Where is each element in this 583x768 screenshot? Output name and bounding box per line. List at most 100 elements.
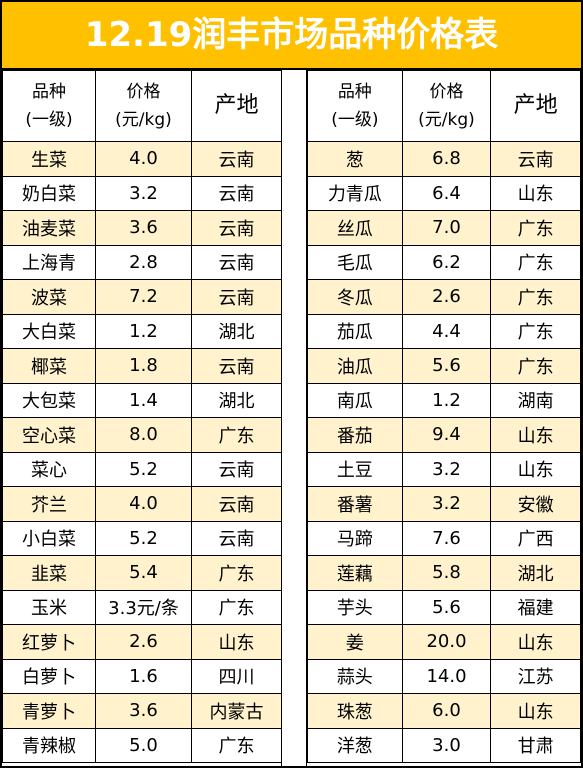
item-name-cell: 大包菜 [2,382,96,418]
header-price-line2: (元/kg) [115,110,172,130]
item-name-cell: 芋头 [307,589,403,625]
item-price-cell: 2.8 [95,244,192,280]
item-origin-cell: 山东 [490,624,581,660]
item-origin-cell: 山东 [191,624,282,660]
item-origin-cell: 云南 [191,210,282,246]
price-table-left: 品种 (一级) 价格 (元/kg) 产地 生菜 4.0 云南 奶白菜 3.2 云南 油麦菜 3… [2,70,282,763]
item-name-cell: 珠葱 [307,693,403,729]
header-row: 品种 (一级) 价格 (元/kg) 产地 [2,70,282,142]
item-name-cell: 莲藕 [307,555,403,591]
item-price-cell: 1.6 [95,658,192,694]
item-price-cell: 4.0 [95,141,192,177]
item-name-cell: 大白菜 [2,313,96,349]
item-origin-cell: 广西 [490,520,581,556]
item-origin-cell: 湖北 [191,313,282,349]
table-row: 青辣椒 5.0 广东 [2,727,282,763]
item-name-cell: 上海青 [2,244,96,280]
item-price-cell: 5.2 [95,451,192,487]
item-price-cell: 7.2 [95,279,192,315]
table-row: 空心菜 8.0 广东 [2,417,282,453]
item-price-cell: 3.2 [95,175,192,211]
table-row: 上海青 2.8 云南 [2,244,282,280]
item-price-cell: 5.4 [95,555,192,591]
item-name-cell: 土豆 [307,451,403,487]
table-row: 芥兰 4.0 云南 [2,486,282,522]
item-name-cell: 青萝卜 [2,693,96,729]
item-origin-cell: 云南 [191,175,282,211]
item-origin-cell: 山东 [490,175,581,211]
header-name-line2: (一级) [25,110,73,130]
sheet-title: 12.19润丰市场品种价格表 [2,2,581,70]
header-name: 品种 (一级) [2,70,96,142]
column-gap [281,70,307,766]
item-price-cell: 3.2 [401,486,492,522]
item-origin-cell: 广东 [191,589,282,625]
item-origin-cell: 云南 [191,279,282,315]
item-price-cell: 6.4 [401,175,492,211]
item-name-cell: 红萝卜 [2,624,96,660]
item-origin-cell: 湖南 [490,382,581,418]
table-row: 蒜头 14.0 江苏 [307,658,581,694]
item-name-cell: 玉米 [2,589,96,625]
table-row: 珠葱 6.0 山东 [307,693,581,729]
item-origin-cell: 江苏 [490,658,581,694]
table-row: 毛瓜 6.2 广东 [307,244,581,280]
item-origin-cell: 山东 [490,693,581,729]
table-row: 力青瓜 6.4 山东 [307,175,581,211]
item-origin-cell: 湖北 [191,382,282,418]
item-name-cell: 姜 [307,624,403,660]
item-name-cell: 韭菜 [2,555,96,591]
item-price-cell: 3.6 [95,693,192,729]
table-row: 小白菜 5.2 云南 [2,520,282,556]
item-name-cell: 马蹄 [307,520,403,556]
item-price-cell: 9.4 [401,417,492,453]
header-price-line1: 价格 [126,82,161,102]
table-row: 菜心 5.2 云南 [2,451,282,487]
header-name-line1: 品种 [32,82,66,102]
item-origin-cell: 四川 [191,658,282,694]
header-price-line1: 价格 [429,82,464,102]
item-price-cell: 1.4 [95,382,192,418]
item-name-cell: 南瓜 [307,382,403,418]
table-row: 丝瓜 7.0 广东 [307,210,581,246]
header-price: 价格 (元/kg) [95,70,192,142]
table-row: 番薯 3.2 安徽 [307,486,581,522]
table-row: 冬瓜 2.6 广东 [307,279,581,315]
item-name-cell: 洋葱 [307,727,403,763]
item-price-cell: 14.0 [401,658,492,694]
item-name-cell: 冬瓜 [307,279,403,315]
item-name-cell: 芥兰 [2,486,96,522]
header-row: 品种 (一级) 价格 (元/kg) 产地 [307,70,581,142]
left-table-body: 生菜 4.0 云南 奶白菜 3.2 云南 油麦菜 3.6 云南 上海青 2.8 云南 波菜 7.2 云南 大白… [2,141,282,763]
table-row: 姜 20.0 山东 [307,624,581,660]
item-origin-cell: 广东 [490,279,581,315]
item-price-cell: 8.0 [95,417,192,453]
item-name-cell: 蒜头 [307,658,403,694]
table-row: 番茄 9.4 山东 [307,417,581,453]
item-price-cell: 3.2 [401,451,492,487]
item-name-cell: 波菜 [2,279,96,315]
item-origin-cell: 云南 [490,141,581,177]
table-row: 玉米 3.3元/条 广东 [2,589,282,625]
item-name-cell: 力青瓜 [307,175,403,211]
item-origin-cell: 安徽 [490,486,581,522]
item-name-cell: 菜心 [2,451,96,487]
table-row: 白萝卜 1.6 四川 [2,658,282,694]
item-origin-cell: 山东 [490,451,581,487]
header-origin: 产地 [191,70,282,142]
item-price-cell: 3.6 [95,210,192,246]
tables-area: 品种 (一级) 价格 (元/kg) 产地 生菜 4.0 云南 奶白菜 3.2 云南 油麦菜 3… [2,70,581,766]
item-origin-cell: 福建 [490,589,581,625]
header-price-line2: (元/kg) [418,110,475,130]
item-name-cell: 小白菜 [2,520,96,556]
table-row: 洋葱 3.0 甘肃 [307,727,581,763]
item-origin-cell: 山东 [490,417,581,453]
item-name-cell: 椰菜 [2,348,96,384]
item-price-cell: 20.0 [401,624,492,660]
item-origin-cell: 湖北 [490,555,581,591]
item-name-cell: 白萝卜 [2,658,96,694]
table-row: 芋头 5.6 福建 [307,589,581,625]
table-row: 波菜 7.2 云南 [2,279,282,315]
table-row: 莲藕 5.8 湖北 [307,555,581,591]
